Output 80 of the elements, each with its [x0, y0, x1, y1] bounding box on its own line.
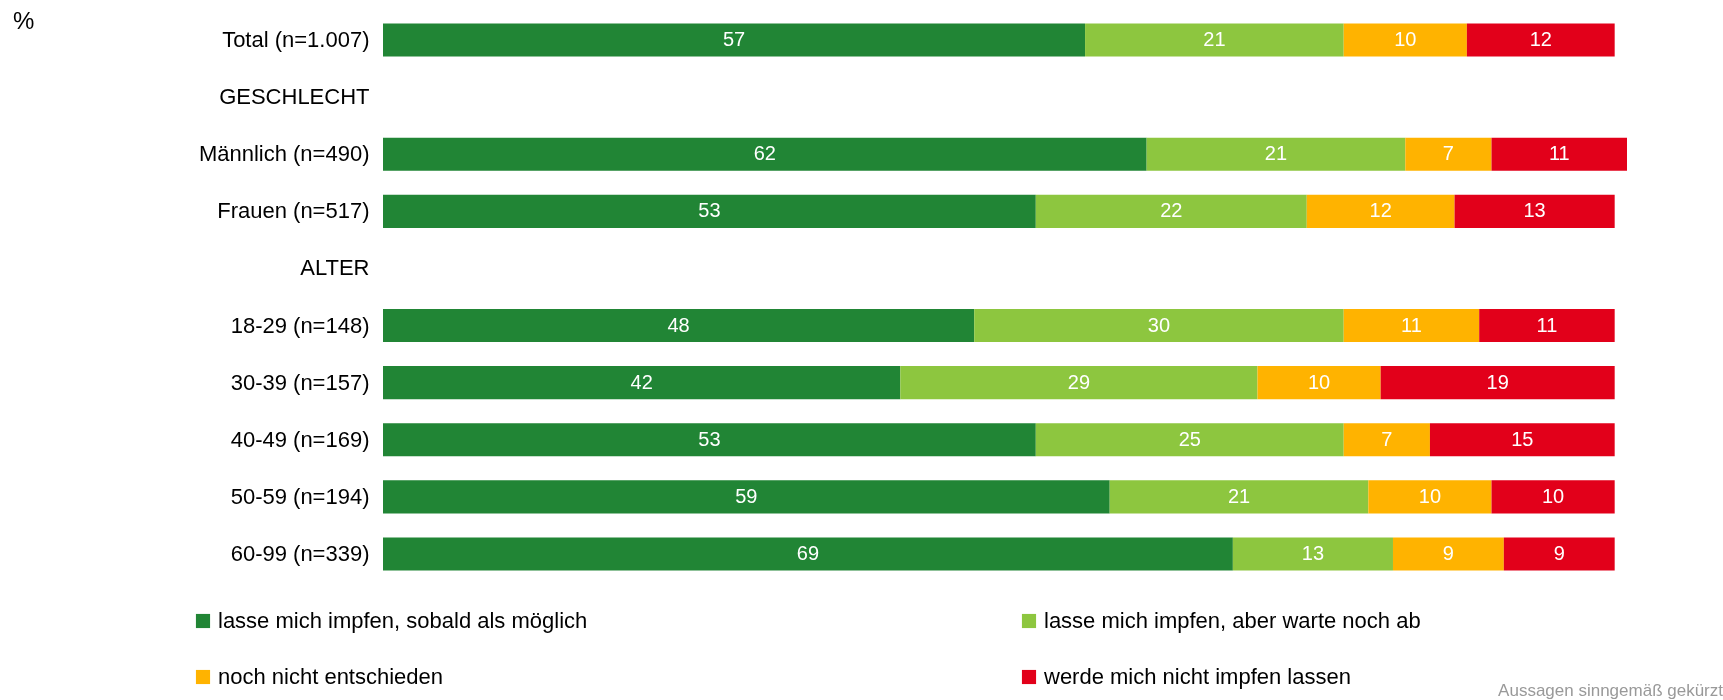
bar: [383, 137, 1147, 171]
data-label: 13: [1523, 199, 1546, 222]
data-label: 22: [1160, 199, 1183, 222]
y-tick-label: ALTER: [300, 255, 370, 281]
bar: [1035, 194, 1307, 228]
bar: [383, 366, 901, 400]
data-label: 21: [1227, 484, 1251, 507]
legend-label: noch nicht entschieden: [218, 664, 444, 689]
data-label: 11: [1548, 142, 1570, 165]
bar: [1085, 23, 1344, 57]
data-label: 9: [1442, 542, 1454, 565]
bar: [1232, 537, 1393, 571]
bar: [900, 366, 1258, 400]
data-label: 13: [1301, 542, 1325, 565]
legend-label: lasse mich impfen, aber warte noch ab: [1044, 608, 1421, 633]
bar: [1479, 308, 1615, 343]
data-label: 21: [1264, 142, 1288, 165]
data-label: 10: [1541, 484, 1565, 507]
y-tick-label: 40-49 (n=169): [230, 426, 370, 452]
bar: [1405, 137, 1492, 171]
bar: [1392, 537, 1504, 571]
data-label: 59: [735, 484, 758, 507]
data-label: 25: [1178, 427, 1201, 450]
text: %: [13, 7, 35, 34]
data-label: 11: [1536, 313, 1558, 336]
bar: [383, 480, 1110, 514]
bar: [1491, 480, 1615, 514]
bar: [383, 537, 1233, 571]
data-label: 10: [1307, 370, 1331, 393]
data-label: 53: [698, 427, 721, 450]
data-label: 42: [630, 370, 653, 393]
data-label: 12: [1369, 199, 1392, 222]
bar: [1343, 23, 1467, 57]
y-tick-label: Frauen (n=517): [217, 198, 370, 224]
bar: [1257, 366, 1381, 400]
data-label: 53: [698, 199, 721, 222]
legend-label: werde mich nicht impfen lassen: [1043, 664, 1351, 689]
bar: [383, 23, 1086, 57]
bar: [383, 308, 975, 343]
y-tick-label: Männlich (n=490): [198, 141, 370, 167]
data-label: 10: [1394, 27, 1417, 50]
data-label: 7: [1442, 142, 1454, 165]
bar: [1035, 423, 1344, 457]
data-label: 69: [796, 542, 820, 565]
bar: [383, 423, 1036, 457]
bar: [383, 194, 1036, 228]
data-label: 21: [1203, 27, 1226, 50]
y-tick-label: 60-99 (n=339): [230, 541, 370, 567]
data-label: 19: [1486, 370, 1509, 393]
bar: [1503, 537, 1615, 571]
bar: [1454, 194, 1615, 228]
y-tick-label: 18-29 (n=148): [230, 312, 370, 338]
data-label: 57: [722, 27, 746, 50]
bar: [1429, 423, 1615, 457]
bar: [1109, 480, 1369, 514]
y-tick-label: 30-39 (n=157): [230, 369, 370, 395]
data-label: 12: [1529, 27, 1552, 50]
data-label: 62: [753, 142, 776, 165]
data-label: 7: [1381, 427, 1393, 450]
bar: [1343, 423, 1430, 457]
data-label: 48: [667, 313, 690, 336]
data-label: 29: [1067, 370, 1091, 393]
bar: [974, 308, 1344, 343]
data-label: 9: [1553, 542, 1565, 565]
data-label: 11: [1401, 313, 1422, 336]
y-tick-label: Total (n=1.007): [222, 26, 370, 52]
text: Aussagen sinngemäß gekürzt: [1498, 681, 1723, 700]
legend-label: lasse mich impfen, sobald als möglich: [218, 608, 588, 633]
data-label: 10: [1418, 484, 1442, 507]
data-label: 30: [1147, 313, 1171, 336]
y-tick-label: GESCHLECHT: [219, 84, 370, 110]
bar: [1306, 194, 1455, 228]
bar: [1380, 366, 1615, 400]
bar: [1368, 480, 1492, 514]
y-tick-label: 50-59 (n=194): [230, 483, 370, 509]
bar: [1491, 137, 1627, 171]
bar: [1146, 137, 1406, 171]
data-label: 15: [1511, 427, 1534, 450]
bar: [1343, 308, 1480, 343]
bar: [1466, 23, 1615, 57]
